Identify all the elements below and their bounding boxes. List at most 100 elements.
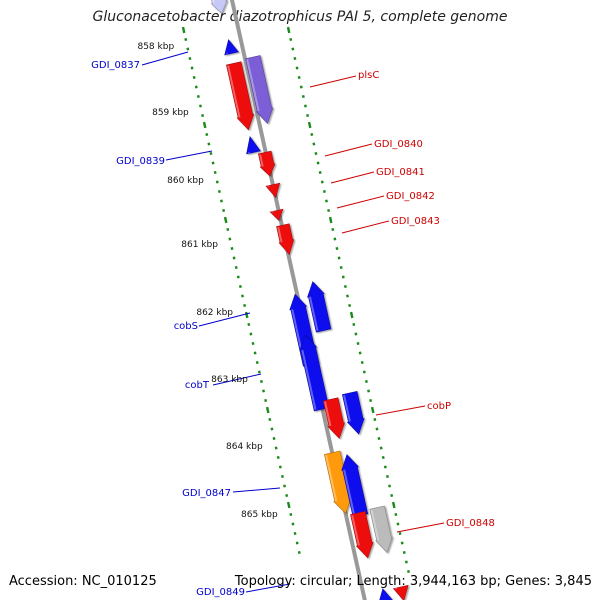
tick-mark bbox=[196, 94, 200, 99]
gene-arrow[interactable] bbox=[258, 150, 276, 177]
scale-label: 859 kbp bbox=[152, 108, 189, 118]
tick-mark bbox=[343, 284, 347, 289]
gene-label[interactable]: GDI_0849 bbox=[196, 587, 245, 598]
tick-mark bbox=[257, 370, 261, 374]
gene-label[interactable]: GDI_0842 bbox=[386, 191, 435, 202]
gene-label[interactable]: GDI_0840 bbox=[374, 139, 423, 150]
gene-arrow[interactable] bbox=[299, 334, 330, 412]
tick-mark bbox=[360, 360, 364, 365]
tick-mark bbox=[293, 531, 297, 536]
scale-label: 858 kbp bbox=[137, 42, 174, 52]
gene-arrow[interactable] bbox=[246, 136, 261, 155]
gene-label[interactable]: cobT bbox=[185, 380, 210, 391]
gene-label[interactable]: plsC bbox=[358, 70, 379, 81]
gene-label[interactable]: GDI_0843 bbox=[391, 216, 440, 227]
tick-mark bbox=[207, 142, 211, 146]
label-leader-line bbox=[330, 171, 375, 184]
tick-mark bbox=[369, 398, 373, 403]
tick-mark bbox=[375, 427, 379, 431]
tick-mark bbox=[188, 56, 192, 61]
tick-mark bbox=[335, 246, 339, 251]
accession-text: Accession: NC_010125 bbox=[9, 574, 157, 589]
gene-arrow[interactable] bbox=[378, 588, 393, 600]
gene-arrow[interactable] bbox=[341, 454, 369, 518]
label-leader-line bbox=[141, 51, 189, 66]
tick-mark bbox=[186, 47, 190, 51]
tick-mark bbox=[407, 569, 410, 574]
gene-arrow[interactable] bbox=[265, 182, 281, 198]
gene-arrow[interactable] bbox=[322, 397, 345, 439]
gene-arrow[interactable] bbox=[269, 208, 284, 221]
gene-label[interactable]: GDI_0848 bbox=[446, 518, 495, 529]
gene-arrow[interactable] bbox=[276, 223, 295, 256]
tick-mark bbox=[289, 37, 293, 42]
tick-mark bbox=[346, 294, 349, 298]
gene-arrow[interactable] bbox=[324, 450, 352, 514]
scale-label: 861 kbp bbox=[181, 240, 218, 250]
tick-mark bbox=[213, 170, 217, 175]
tick-mark bbox=[244, 311, 249, 319]
gene-arrow[interactable] bbox=[226, 61, 255, 131]
gene-label[interactable]: cobS bbox=[174, 321, 198, 332]
tick-mark bbox=[304, 104, 307, 108]
tick-mark bbox=[265, 406, 270, 414]
label-leader-line bbox=[375, 405, 426, 416]
gene-arrow[interactable] bbox=[245, 55, 274, 125]
tick-mark bbox=[283, 484, 287, 488]
tick-mark bbox=[226, 227, 230, 232]
gene-label[interactable]: GDI_0841 bbox=[376, 167, 425, 178]
tick-mark bbox=[232, 256, 236, 260]
gene-arrow[interactable] bbox=[307, 281, 332, 333]
tick-mark bbox=[264, 398, 268, 403]
gene-label[interactable]: GDI_0837 bbox=[91, 60, 140, 71]
gene-arrow[interactable] bbox=[209, 0, 228, 15]
label-leader-line bbox=[245, 583, 291, 593]
tick-mark bbox=[184, 37, 188, 42]
tick-mark bbox=[337, 256, 341, 260]
tick-mark bbox=[293, 56, 297, 61]
genome-summary: Topology: circular; Length: 3,944,163 bp… bbox=[234, 574, 592, 589]
tick-mark bbox=[209, 151, 213, 156]
gene-label[interactable]: GDI_0839 bbox=[116, 156, 165, 167]
tick-mark bbox=[190, 66, 194, 70]
tick-mark bbox=[325, 199, 328, 203]
gene-arrow[interactable] bbox=[224, 39, 239, 56]
tick-mark bbox=[402, 550, 406, 555]
tick-mark bbox=[274, 446, 278, 450]
tick-mark bbox=[385, 474, 389, 479]
tick-mark bbox=[286, 501, 291, 509]
gene-arrow[interactable] bbox=[392, 584, 409, 600]
tick-mark bbox=[238, 284, 242, 289]
gene-label[interactable]: GDI_0847 bbox=[182, 488, 231, 499]
scale-label: 863 kbp bbox=[211, 375, 248, 385]
tick-mark bbox=[320, 180, 324, 184]
label-leader-line bbox=[165, 150, 213, 161]
tick-mark bbox=[370, 406, 375, 414]
gene-labels: GDI_0837 plsC GDI_0839 GDI_0840 GDI_0841 GDI_… bbox=[91, 51, 495, 598]
tick-mark bbox=[295, 541, 299, 545]
label-leader-line bbox=[336, 195, 385, 209]
tick-mark bbox=[230, 246, 234, 251]
gene-label[interactable]: cobP bbox=[427, 401, 451, 412]
tick-mark bbox=[270, 427, 274, 431]
tick-mark bbox=[202, 121, 207, 129]
tick-mark bbox=[396, 522, 400, 526]
tick-mark bbox=[322, 189, 326, 194]
tick-mark bbox=[379, 446, 383, 450]
tick-mark bbox=[297, 75, 301, 80]
gene-arrow[interactable] bbox=[369, 505, 393, 554]
tick-mark bbox=[394, 512, 398, 517]
gene-arrow[interactable] bbox=[342, 391, 365, 435]
tick-mark bbox=[205, 132, 209, 137]
tick-mark bbox=[362, 370, 366, 374]
tick-mark bbox=[276, 455, 280, 460]
gene-arrow[interactable] bbox=[350, 510, 374, 559]
tick-mark bbox=[234, 265, 238, 270]
tick-mark bbox=[352, 322, 356, 327]
tick-mark bbox=[289, 512, 293, 517]
tick-mark bbox=[299, 85, 303, 89]
tick-mark bbox=[310, 132, 314, 137]
tick-mark bbox=[373, 417, 377, 422]
scale-label: 865 kbp bbox=[241, 510, 278, 520]
tick-mark bbox=[192, 75, 196, 80]
